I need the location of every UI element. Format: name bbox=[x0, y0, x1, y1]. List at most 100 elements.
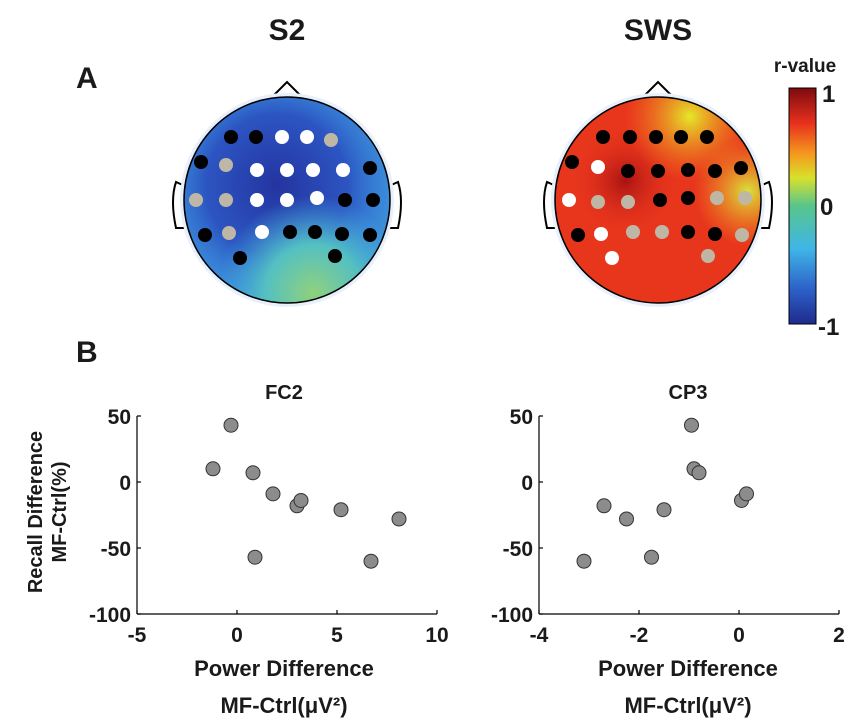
electrode-dot bbox=[571, 228, 585, 242]
electrode-dot bbox=[250, 193, 264, 207]
electrode-dot bbox=[280, 193, 294, 207]
y-tick-label: -50 bbox=[503, 538, 533, 561]
electrode-dot bbox=[681, 225, 695, 239]
scatter-point bbox=[245, 465, 261, 481]
head-outline bbox=[183, 96, 391, 304]
electrode-dot bbox=[681, 163, 695, 177]
electrode-dot bbox=[255, 225, 269, 239]
electrode-dot bbox=[596, 130, 610, 144]
electrode-dot bbox=[565, 155, 579, 169]
electrode-dot bbox=[605, 251, 619, 265]
x-tick-label: 5 bbox=[331, 624, 343, 647]
y-tick-label: 50 bbox=[510, 406, 533, 429]
scatter-point bbox=[391, 511, 407, 527]
scatter-point bbox=[223, 417, 239, 433]
x-tick-label: 2 bbox=[833, 624, 845, 647]
x-axis-label-line2: MF-Ctrl(μV²) bbox=[624, 693, 751, 718]
electrode-dot bbox=[591, 160, 605, 174]
electrode-dot bbox=[283, 225, 297, 239]
x-tick-label: -5 bbox=[128, 624, 147, 647]
electrode-dot bbox=[700, 130, 714, 144]
scatter-point bbox=[739, 486, 754, 502]
colorbar-tick-mid: 0 bbox=[820, 194, 833, 221]
y-tick-label: 50 bbox=[108, 406, 131, 429]
electrode-dot bbox=[338, 193, 352, 207]
electrode-dot bbox=[249, 130, 263, 144]
electrode-dot bbox=[708, 227, 722, 241]
scatter-fc2: FC2 Recall Difference MF-Ctrl(%) Power D… bbox=[25, 382, 449, 718]
x-tick-label: -2 bbox=[630, 624, 649, 647]
electrode-dot bbox=[626, 225, 640, 239]
electrode-dot bbox=[194, 155, 208, 169]
x-tick-label: 0 bbox=[231, 624, 243, 647]
x-axis-label: Power Difference bbox=[598, 656, 778, 681]
electrode-dot bbox=[591, 195, 605, 209]
scatter-point bbox=[691, 465, 707, 481]
scatter-point bbox=[596, 498, 612, 514]
scatter-point bbox=[619, 511, 634, 527]
electrode-dot bbox=[738, 191, 752, 205]
y-tick-label: 0 bbox=[119, 472, 131, 495]
colorbar-tick-top: 1 bbox=[822, 81, 835, 108]
electrode-dot bbox=[674, 130, 688, 144]
electrode-dot bbox=[324, 133, 338, 147]
plot-title: CP3 bbox=[669, 382, 708, 404]
scatter-point bbox=[333, 502, 349, 518]
electrode-dot bbox=[701, 249, 715, 263]
y-axis-label: Recall Difference bbox=[25, 431, 47, 593]
electrode-dot bbox=[363, 161, 377, 175]
scatter-point bbox=[576, 553, 592, 569]
electrode-dot bbox=[623, 130, 637, 144]
electrode-dot bbox=[363, 228, 377, 242]
electrode-dot bbox=[328, 249, 342, 263]
y-tick-label: -100 bbox=[491, 604, 533, 627]
electrode-dot bbox=[681, 191, 695, 205]
electrode-dot bbox=[189, 193, 203, 207]
panel-label-a: A bbox=[76, 62, 98, 95]
colorbar-tick-bottom: -1 bbox=[818, 314, 839, 341]
electrode-dot bbox=[233, 251, 247, 265]
scatter-point bbox=[205, 461, 221, 477]
ear-left-shape bbox=[543, 180, 557, 229]
ear-right-shape bbox=[759, 180, 773, 229]
ear-left-shape bbox=[172, 180, 186, 229]
colorbar-title: r-value bbox=[774, 56, 836, 77]
electrode-dot bbox=[198, 228, 212, 242]
x-axis-label: Power Difference bbox=[194, 656, 374, 681]
electrode-dot bbox=[594, 227, 608, 241]
scatter-point bbox=[644, 549, 659, 565]
electrode-dot bbox=[275, 130, 289, 144]
colorbar-gradient bbox=[788, 87, 817, 325]
header-sws: SWS bbox=[624, 14, 692, 47]
plot-title: FC2 bbox=[265, 382, 303, 404]
panel-label-b: B bbox=[76, 336, 98, 369]
x-tick-label: 10 bbox=[425, 624, 448, 647]
header-s2: S2 bbox=[269, 14, 306, 47]
electrode-dot bbox=[708, 164, 722, 178]
topomap-s2 bbox=[172, 80, 402, 307]
electrode-dot bbox=[735, 228, 749, 242]
electrode-dot bbox=[621, 164, 635, 178]
electrode-dot bbox=[734, 161, 748, 175]
scatter-point bbox=[684, 417, 699, 433]
electrode-dot bbox=[310, 191, 324, 205]
electrode-dot bbox=[649, 130, 663, 144]
scatter-point bbox=[293, 492, 309, 508]
scatter-point bbox=[363, 553, 379, 569]
electrode-dot bbox=[222, 226, 236, 240]
electrode-dot bbox=[655, 225, 669, 239]
electrodes-sws bbox=[562, 130, 752, 265]
head-outline bbox=[554, 96, 762, 304]
electrode-dot bbox=[280, 163, 294, 177]
electrode-dot bbox=[562, 193, 576, 207]
x-axis-label-line2: MF-Ctrl(μV²) bbox=[220, 693, 347, 718]
scatter-point bbox=[265, 486, 281, 502]
electrode-dot bbox=[366, 193, 380, 207]
electrode-dot bbox=[224, 130, 238, 144]
electrodes-s2 bbox=[189, 130, 380, 265]
y-axis-label-line2: MF-Ctrl(%) bbox=[49, 461, 71, 562]
electrode-dot bbox=[651, 164, 665, 178]
electrode-dot bbox=[621, 195, 635, 209]
electrode-dot bbox=[219, 158, 233, 172]
